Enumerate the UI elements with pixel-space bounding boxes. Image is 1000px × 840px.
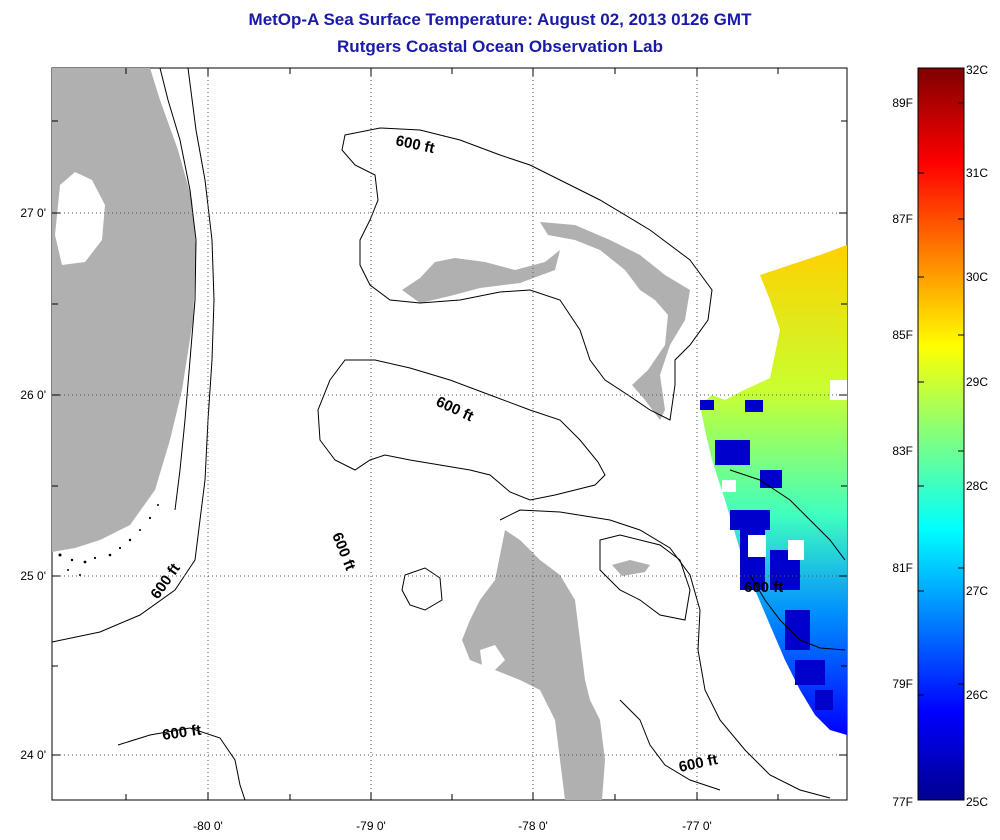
florida-keys — [58, 504, 159, 576]
contour-label: 600 ft — [161, 722, 202, 744]
abaco-land — [540, 222, 690, 420]
map-subtitle: Rutgers Coastal Ocean Observation Lab — [337, 37, 663, 56]
colorbar-label-c: 28C — [966, 479, 988, 493]
lat-label: 24 0' — [20, 748, 46, 762]
lake-okeechobee — [55, 172, 105, 265]
andros-water — [480, 645, 505, 670]
depth-contours — [52, 68, 846, 800]
colorbar-label-c: 25C — [966, 795, 988, 809]
colorbar-label-f: 85F — [892, 328, 913, 342]
lon-label: -77 0' — [682, 819, 712, 833]
lon-label: -79 0' — [356, 819, 386, 833]
lon-label: -80 0' — [193, 819, 223, 833]
colorbar-label-c: 27C — [966, 584, 988, 598]
contour-label: 600 ft — [744, 579, 783, 596]
colorbar-label-f: 77F — [892, 795, 913, 809]
colorbar-label-f: 83F — [892, 444, 913, 458]
lat-label: 25 0' — [20, 569, 46, 583]
colorbar-label-f: 87F — [892, 212, 913, 226]
colorbar — [917, 67, 965, 801]
lat-lon-grid — [52, 68, 847, 800]
colorbar-ticks — [918, 102, 964, 696]
lon-label: -78 0' — [518, 819, 548, 833]
colorbar-label-f: 89F — [892, 96, 913, 110]
axis-ticks — [52, 68, 847, 800]
sst-swath — [700, 245, 847, 735]
exuma-land — [612, 560, 650, 576]
lat-label: 26 0' — [20, 388, 46, 402]
colorbar-label-c: 26C — [966, 688, 988, 702]
colorbar-label-c: 31C — [966, 166, 988, 180]
map-title: MetOp-A Sea Surface Temperature: August … — [248, 10, 752, 29]
colorbar-label-f: 79F — [892, 677, 913, 691]
grand-bahama-land — [402, 250, 560, 303]
colorbar-label-c: 30C — [966, 270, 988, 284]
colorbar-label-f: 81F — [892, 561, 913, 575]
colorbar-label-c: 29C — [966, 375, 988, 389]
colorbar-label-c: 32C — [966, 63, 988, 77]
lat-label: 27 0' — [20, 206, 46, 220]
